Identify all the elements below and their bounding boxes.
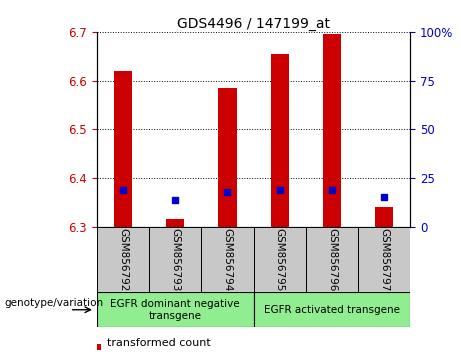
Text: GSM856792: GSM856792 bbox=[118, 228, 128, 291]
Bar bbox=[114, 71, 132, 227]
Title: GDS4496 / 147199_at: GDS4496 / 147199_at bbox=[177, 17, 330, 31]
Bar bbox=[358, 227, 410, 292]
Bar bbox=[149, 227, 201, 292]
Bar bbox=[254, 227, 306, 292]
Bar bbox=[254, 292, 410, 327]
Bar bbox=[97, 344, 100, 350]
Text: transformed count: transformed count bbox=[107, 338, 211, 348]
Text: GSM856797: GSM856797 bbox=[379, 228, 389, 291]
Bar bbox=[97, 292, 254, 327]
Text: GSM856795: GSM856795 bbox=[275, 228, 285, 291]
Text: GSM856793: GSM856793 bbox=[170, 228, 180, 291]
Bar bbox=[375, 207, 393, 227]
Text: EGFR dominant negative
transgene: EGFR dominant negative transgene bbox=[110, 299, 240, 321]
Bar bbox=[218, 88, 236, 227]
Bar bbox=[166, 219, 184, 227]
Text: genotype/variation: genotype/variation bbox=[5, 298, 104, 308]
Bar bbox=[306, 227, 358, 292]
Bar bbox=[97, 227, 149, 292]
Text: GSM856796: GSM856796 bbox=[327, 228, 337, 291]
Bar bbox=[271, 54, 289, 227]
Text: EGFR activated transgene: EGFR activated transgene bbox=[264, 305, 400, 315]
Text: GSM856794: GSM856794 bbox=[222, 228, 232, 291]
Bar bbox=[323, 34, 341, 227]
Bar bbox=[201, 227, 254, 292]
